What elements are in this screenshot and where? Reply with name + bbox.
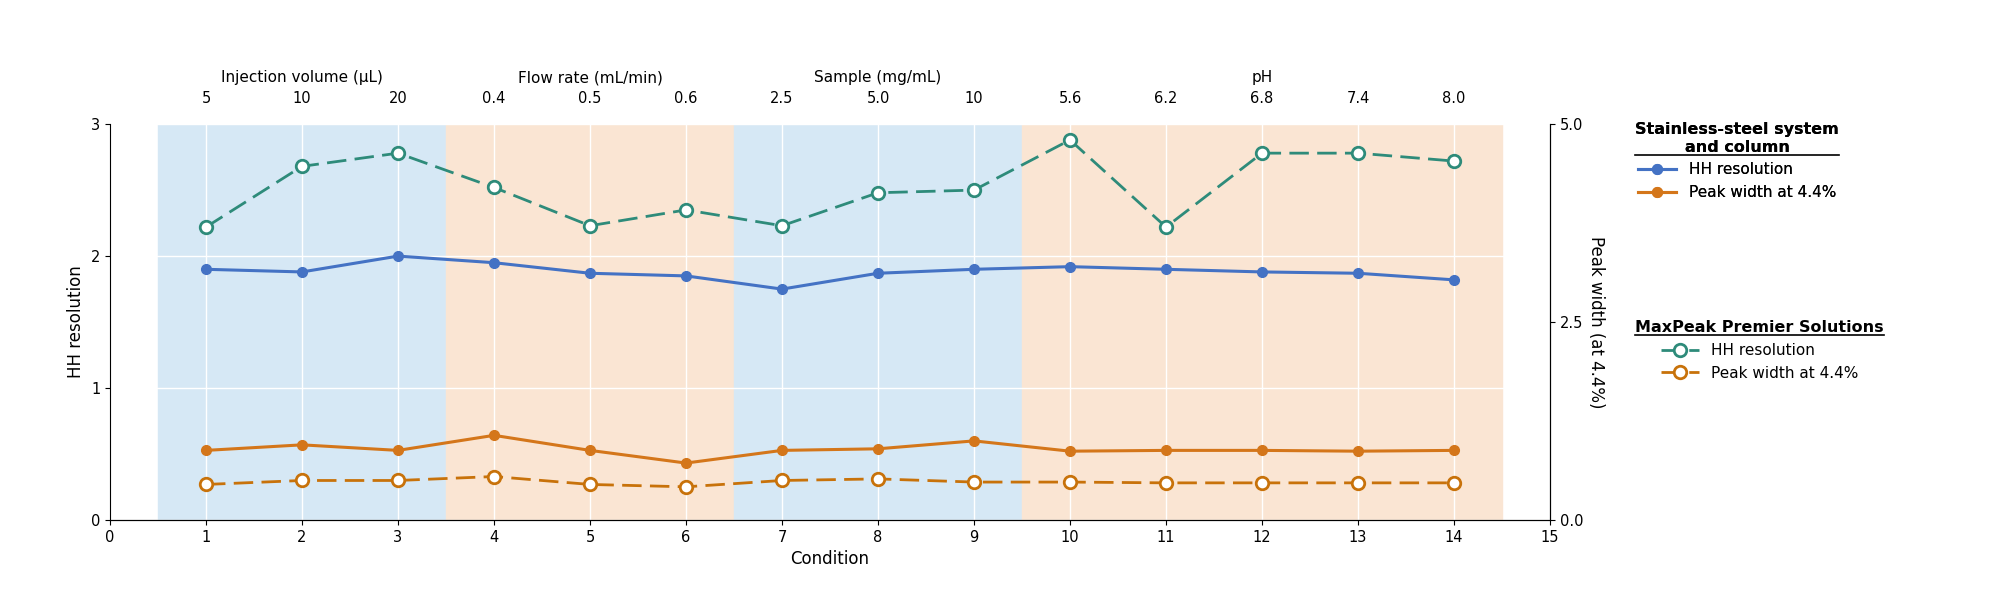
Text: 7.4: 7.4 bbox=[1346, 91, 1370, 106]
Y-axis label: HH resolution: HH resolution bbox=[68, 266, 86, 378]
Text: Flow rate (mL/min): Flow rate (mL/min) bbox=[518, 70, 662, 85]
Text: 0.5: 0.5 bbox=[578, 91, 602, 106]
Text: 2.5: 2.5 bbox=[770, 91, 794, 106]
Bar bbox=[158, 124, 446, 520]
Text: 8.0: 8.0 bbox=[1442, 91, 1466, 106]
Text: 20: 20 bbox=[388, 91, 408, 106]
Text: pH: pH bbox=[1252, 70, 1272, 85]
Text: 5: 5 bbox=[202, 91, 210, 106]
Text: 5.6: 5.6 bbox=[1058, 91, 1082, 106]
Text: 10: 10 bbox=[964, 91, 984, 106]
X-axis label: Condition: Condition bbox=[790, 550, 870, 569]
Text: 0.6: 0.6 bbox=[674, 91, 698, 106]
Bar bbox=[1022, 124, 1502, 520]
Bar bbox=[446, 124, 734, 520]
Text: Injection volume (μL): Injection volume (μL) bbox=[222, 70, 382, 85]
Text: 10: 10 bbox=[292, 91, 312, 106]
Bar bbox=[734, 124, 1022, 520]
Text: 0.4: 0.4 bbox=[482, 91, 506, 106]
Text: Sample (mg/mL): Sample (mg/mL) bbox=[814, 70, 942, 85]
Text: 5.0: 5.0 bbox=[866, 91, 890, 106]
Legend: HH resolution, Peak width at 4.4%: HH resolution, Peak width at 4.4% bbox=[1630, 314, 1890, 387]
Text: 6.2: 6.2 bbox=[1154, 91, 1178, 106]
Y-axis label: Peak width (at 4.4%): Peak width (at 4.4%) bbox=[1588, 236, 1606, 408]
Legend: HH resolution, Peak width at 4.4%: HH resolution, Peak width at 4.4% bbox=[1630, 116, 1846, 206]
Text: 6.8: 6.8 bbox=[1250, 91, 1274, 106]
